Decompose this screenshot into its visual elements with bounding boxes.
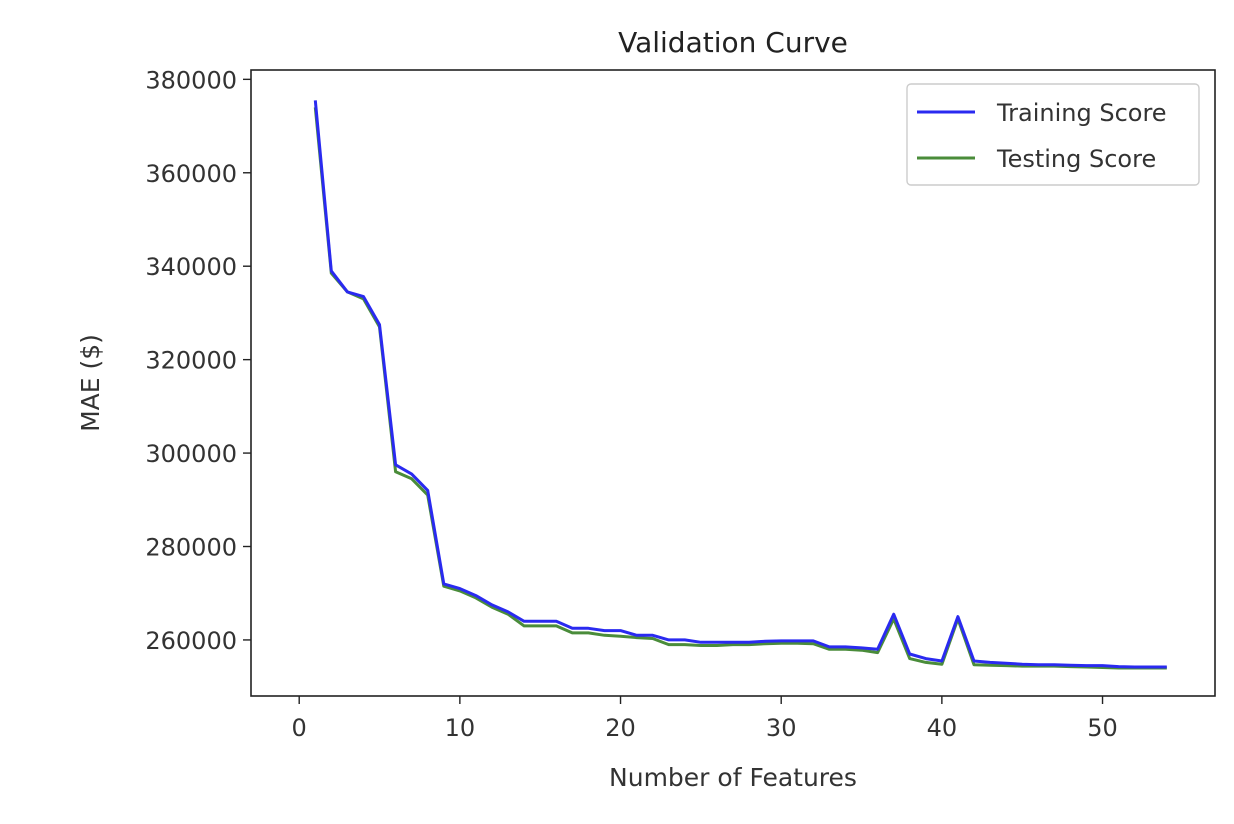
x-tick-label: 50 bbox=[1087, 714, 1118, 742]
x-tick-label: 30 bbox=[766, 714, 797, 742]
y-tick-label: 380000 bbox=[145, 66, 237, 94]
y-tick-label: 300000 bbox=[145, 440, 237, 468]
x-tick-label: 20 bbox=[605, 714, 636, 742]
y-axis-ticks: 260000 280000 300000 320000 340000 360000 3800… bbox=[145, 66, 251, 655]
legend-label-training-score: Training Score bbox=[996, 99, 1167, 127]
series-line-testing-score bbox=[313, 107, 1167, 670]
y-tick-label: 360000 bbox=[145, 160, 237, 188]
y-axis-title: MAE ($) bbox=[76, 334, 105, 432]
series-layer bbox=[313, 100, 1167, 670]
x-axis-title: Number of Features bbox=[609, 763, 857, 792]
chart-legend: Training Score Testing Score bbox=[906, 83, 1200, 186]
legend-box bbox=[906, 83, 1200, 186]
x-tick-label: 40 bbox=[927, 714, 958, 742]
legend-label-testing-score: Testing Score bbox=[996, 145, 1156, 173]
plot-frame bbox=[250, 69, 1216, 697]
series-line-training-score bbox=[313, 100, 1167, 669]
chart-title: Validation Curve bbox=[618, 26, 848, 59]
x-axis-ticks: 0 10 20 30 40 50 bbox=[292, 696, 1118, 742]
y-tick-label: 340000 bbox=[145, 253, 237, 281]
y-tick-label: 280000 bbox=[145, 534, 237, 562]
x-tick-label: 0 bbox=[292, 714, 307, 742]
y-tick-label: 260000 bbox=[145, 627, 237, 655]
x-tick-label: 10 bbox=[445, 714, 476, 742]
y-tick-label: 320000 bbox=[145, 347, 237, 375]
